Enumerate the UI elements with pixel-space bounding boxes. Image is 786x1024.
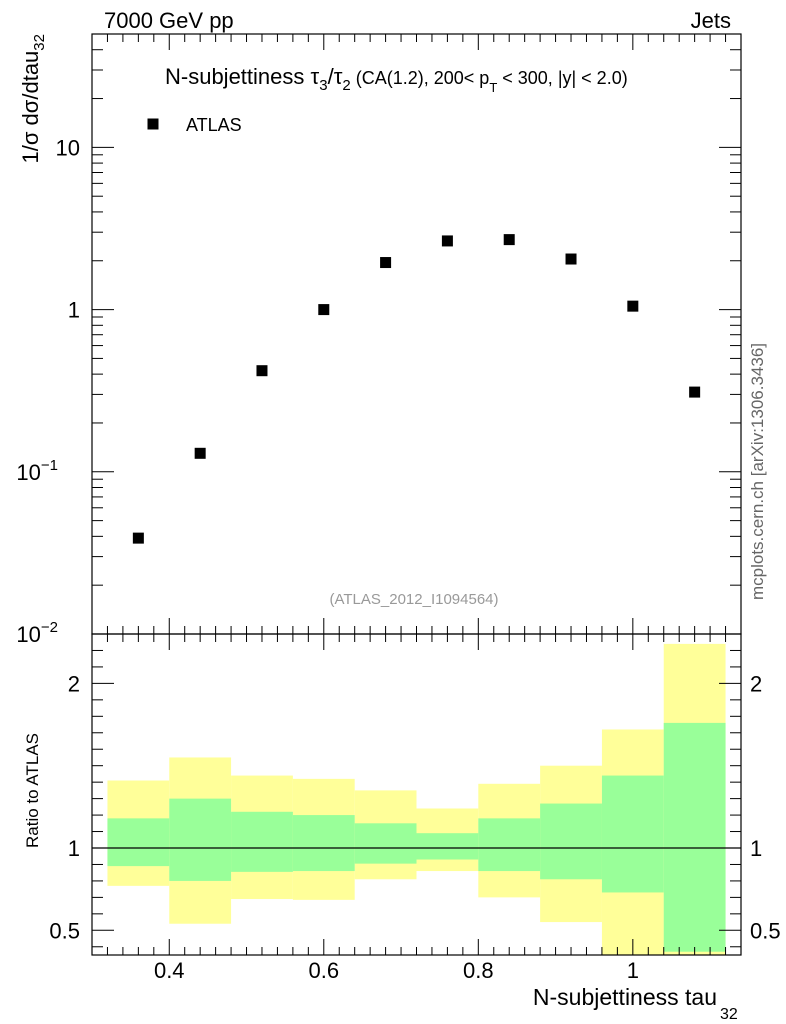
upper-y-tick-label-base-2: 10 [16, 460, 40, 485]
stat-band-bin-9 [663, 722, 726, 952]
upper-y-axis-label-main: 1/σ dσ/dtau [18, 51, 43, 164]
upper-y-tick-label-1: 1 [68, 298, 80, 323]
atlas-data-point-6 [503, 234, 515, 246]
title-main: N-subjettiness [165, 64, 311, 89]
x-axis-label-sub: 32 [720, 1006, 738, 1023]
stat-band-bin-4 [354, 823, 417, 864]
upper-y-tick-label-base-0: 10 [56, 135, 80, 160]
title-tau3: τ [311, 64, 320, 89]
side-source-label: mcplots.cern.ch [arXiv:1306.3436] [748, 343, 767, 600]
lower-y-tick-label-right-1: 1 [750, 836, 762, 861]
atlas-data-point-4 [380, 257, 392, 269]
stat-band-bin-0 [107, 818, 170, 867]
lower-y-axis-label: Ratio to ATLAS [23, 733, 42, 848]
atlas-data-point-2 [256, 365, 268, 377]
x-axis-label: N-subjettiness tau [533, 984, 717, 1010]
upper-y-axis-label: 1/σ dσ/dtau32 [18, 34, 48, 163]
atlas-data-point-7 [565, 253, 577, 265]
atlas-data-point-8 [627, 300, 639, 312]
upper-y-tick-label-exp-3: −2 [41, 619, 58, 636]
title-cuts-sub: T [489, 80, 497, 95]
lower-y-tick-label-right-2: 0.5 [750, 918, 781, 943]
header-right-label: Jets [691, 8, 731, 33]
upper-y-axis-label-sub: 32 [31, 34, 48, 51]
upper-y-tick-label-base-3: 10 [16, 622, 40, 647]
x-tick-label-3: 1 [627, 958, 639, 983]
lower-y-tick-label-left-2: 0.5 [49, 918, 80, 943]
stat-band-bin-3 [292, 815, 355, 872]
title-cuts-a: (CA(1.2), 200< p [351, 68, 490, 88]
x-tick-label-0: 0.4 [154, 958, 185, 983]
atlas-data-point-3 [318, 304, 330, 316]
x-tick-label-1: 0.6 [308, 958, 339, 983]
lower-y-tick-label-left-1: 1 [68, 836, 80, 861]
analysis-watermark: (ATLAS_2012_I1094564) [329, 591, 498, 608]
x-axis-label-main: N-subjettiness tau [533, 984, 717, 1010]
title-cuts-b: < 300, |y| < 2.0) [497, 68, 627, 88]
stat-band-bin-7 [540, 803, 602, 880]
upper-y-tick-label-base-1: 1 [68, 298, 80, 323]
chart-title: N-subjettiness τ3/τ2 (CA(1.2), 200< pT <… [165, 64, 628, 95]
stat-band-bin-5 [416, 833, 479, 860]
title-tau2: τ [334, 64, 343, 89]
x-tick-label-2: 0.8 [463, 958, 494, 983]
stat-band-bin-2 [231, 811, 293, 872]
legend-label-atlas: ATLAS [186, 115, 242, 135]
upper-y-tick-label-2: 10−1 [16, 457, 58, 485]
title-tau2-sub: 2 [342, 77, 350, 94]
stat-band-bin-6 [478, 818, 541, 872]
legend-marker-atlas [147, 118, 159, 130]
upper-y-tick-label-3: 10−2 [16, 619, 58, 647]
atlas-data-point-9 [689, 386, 701, 398]
upper-y-tick-label-exp-2: −1 [41, 457, 58, 474]
header-left-label: 7000 GeV pp [104, 8, 234, 33]
stat-band-bin-1 [169, 798, 232, 881]
atlas-data-point-1 [194, 447, 206, 459]
lower-y-tick-label-right-0: 2 [750, 671, 762, 696]
upper-y-tick-label-0: 10 [56, 135, 80, 160]
lower-y-tick-label-left-0: 2 [68, 671, 80, 696]
atlas-data-point-5 [441, 235, 453, 247]
atlas-data-point-0 [132, 532, 144, 544]
stat-band-bin-8 [601, 775, 664, 893]
title-slash: / [328, 64, 335, 89]
title-tau3-sub: 3 [319, 77, 327, 94]
